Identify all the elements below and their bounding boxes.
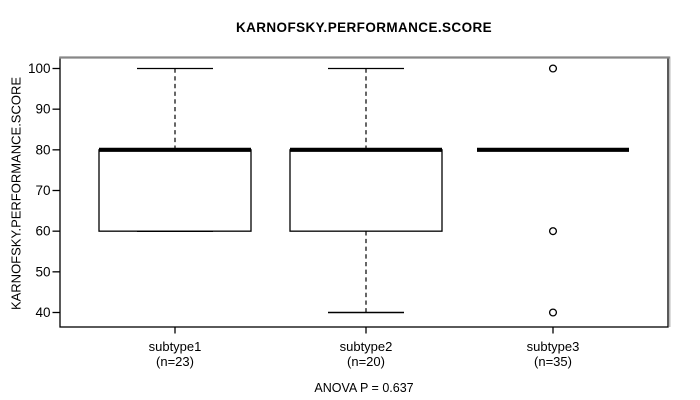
group-n: (n=20) bbox=[347, 354, 385, 369]
y-tick-label: 50 bbox=[35, 264, 50, 279]
y-tick-label: 90 bbox=[35, 102, 50, 117]
group-name: subtype1 bbox=[148, 339, 202, 354]
group-label-subtype3: subtype3 (n=35) bbox=[478, 339, 628, 369]
group-n: (n=23) bbox=[156, 354, 194, 369]
y-tick-label: 70 bbox=[35, 183, 50, 198]
group-n: (n=35) bbox=[534, 354, 572, 369]
y-tick-label: 100 bbox=[28, 61, 51, 76]
anova-annotation: ANOVA P = 0.637 bbox=[314, 381, 414, 395]
y-tick-label: 80 bbox=[35, 142, 50, 157]
group-label-subtype1: subtype1 (n=23) bbox=[100, 339, 250, 369]
chart-title: KARNOFSKY.PERFORMANCE.SCORE bbox=[235, 20, 493, 35]
outlier-point bbox=[548, 227, 558, 236]
group-label-subtype2: subtype2 (n=20) bbox=[291, 339, 441, 369]
iqr-box bbox=[98, 149, 252, 232]
iqr-box bbox=[289, 149, 443, 232]
y-tick-label: 40 bbox=[35, 305, 50, 320]
group-name: subtype3 bbox=[526, 339, 580, 354]
y-tick-label: 60 bbox=[35, 224, 50, 239]
outlier-point bbox=[548, 308, 558, 317]
outlier-point bbox=[548, 64, 558, 73]
group-name: subtype2 bbox=[339, 339, 393, 354]
